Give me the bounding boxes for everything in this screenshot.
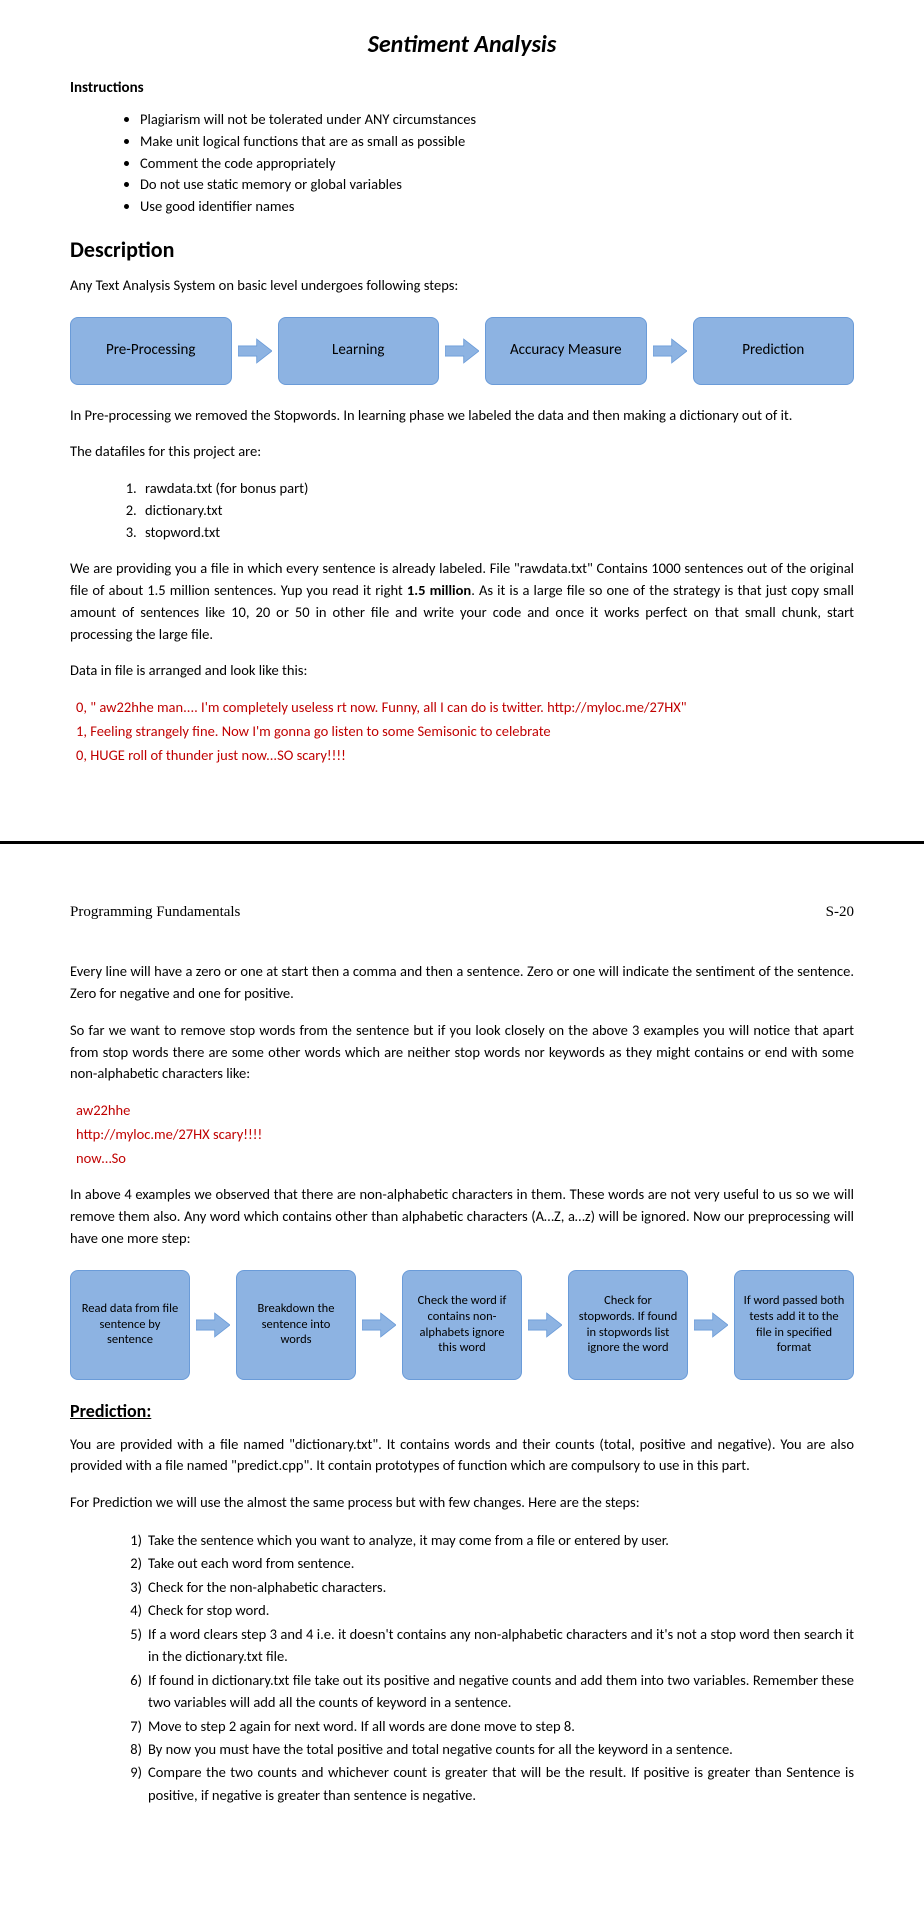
prediction-step: Move to step 2 again for next word. If a… xyxy=(120,1715,854,1737)
prediction-heading: Prediction: xyxy=(70,1400,854,1422)
flow-box: Breakdown the sentence into words xyxy=(236,1270,356,1380)
flow-box: Check the word if contains non-alphabets… xyxy=(402,1270,522,1380)
main-title: Sentiment Analysis xyxy=(70,30,854,59)
red-example: http://myloc.me/27HX scary!!!! xyxy=(76,1124,854,1146)
sample-line: 1, Feeling strangely fine. Now I'm gonna… xyxy=(76,721,854,743)
instruction-item: Make unit logical functions that are as … xyxy=(140,131,854,153)
prediction-step: Compare the two counts and whichever cou… xyxy=(120,1761,854,1806)
flow-box: Prediction xyxy=(693,317,855,385)
desc-p4: Data in file is arranged and look like t… xyxy=(70,660,854,682)
flow-box: Pre-Processing xyxy=(70,317,232,385)
datafile-item: stopword.txt xyxy=(140,522,854,544)
datafiles-list: rawdata.txt (for bonus part) dictionary.… xyxy=(140,478,854,543)
datafile-item: rawdata.txt (for bonus part) xyxy=(140,478,854,500)
desc-p3: We are providing you a file in which eve… xyxy=(70,558,854,645)
page-code: S-20 xyxy=(826,904,854,921)
desc-intro: Any Text Analysis System on basic level … xyxy=(70,275,854,297)
page-1: Sentiment Analysis Instructions Plagiari… xyxy=(0,0,924,831)
prediction-step: Take out each word from sentence. xyxy=(120,1552,854,1574)
p2-p3: In above 4 examples we observed that the… xyxy=(70,1184,854,1249)
prediction-steps-list: Take the sentence which you want to anal… xyxy=(120,1529,854,1807)
pred-p2: For Prediction we will use the almost th… xyxy=(70,1492,854,1514)
desc-p2: The datafiles for this project are: xyxy=(70,441,854,463)
instruction-item: Do not use static memory or global varia… xyxy=(140,174,854,196)
instruction-item: Comment the code appropriately xyxy=(140,153,854,175)
prediction-step: By now you must have the total positive … xyxy=(120,1738,854,1760)
arrow-icon xyxy=(362,1311,396,1339)
instruction-item: Plagiarism will not be tolerated under A… xyxy=(140,109,854,131)
flow-box: Check for stopwords. If found in stopwor… xyxy=(568,1270,688,1380)
instruction-item: Use good identifier names xyxy=(140,196,854,218)
flow-box: Read data from file sentence by sentence xyxy=(70,1270,190,1380)
flow-box: If word passed both tests add it to the … xyxy=(734,1270,854,1380)
prediction-step: If a word clears step 3 and 4 i.e. it do… xyxy=(120,1623,854,1668)
course-name: Programming Fundamentals xyxy=(70,904,240,921)
arrow-icon xyxy=(238,337,272,365)
red-example: aw22hhe xyxy=(76,1100,854,1122)
prediction-step: Check for the non-alphabetic characters. xyxy=(120,1576,854,1598)
flow-box: Learning xyxy=(278,317,440,385)
red-example: now…So xyxy=(76,1148,854,1170)
prediction-step: Take the sentence which you want to anal… xyxy=(120,1529,854,1551)
page-header-row: Programming Fundamentals S-20 xyxy=(0,844,924,951)
pred-p1: You are provided with a file named "dict… xyxy=(70,1434,854,1478)
p2-p2: So far we want to remove stop words from… xyxy=(70,1020,854,1085)
arrow-icon xyxy=(528,1311,562,1339)
p2-p1: Every line will have a zero or one at st… xyxy=(70,961,854,1005)
desc-p3-bold: 1.5 million xyxy=(407,581,471,599)
prediction-step: Check for stop word. xyxy=(120,1599,854,1621)
prediction-step: If found in dictionary.txt file take out… xyxy=(120,1669,854,1714)
flow-diagram-2: Read data from file sentence by sentence… xyxy=(70,1270,854,1380)
description-heading: Description xyxy=(70,236,854,263)
page-2: Every line will have a zero or one at st… xyxy=(0,951,924,1871)
arrow-icon xyxy=(694,1311,728,1339)
desc-p1: In Pre-processing we removed the Stopwor… xyxy=(70,405,854,427)
flow-diagram-1: Pre-Processing Learning Accuracy Measure… xyxy=(70,317,854,385)
sample-line: 0, HUGE roll of thunder just now...SO sc… xyxy=(76,745,854,767)
arrow-icon xyxy=(653,337,687,365)
datafile-item: dictionary.txt xyxy=(140,500,854,522)
instructions-heading: Instructions xyxy=(70,79,854,97)
arrow-icon xyxy=(445,337,479,365)
instructions-list: Plagiarism will not be tolerated under A… xyxy=(140,109,854,218)
red-examples-block: aw22hhe http://myloc.me/27HX scary!!!! n… xyxy=(70,1100,854,1169)
arrow-icon xyxy=(196,1311,230,1339)
flow-box: Accuracy Measure xyxy=(485,317,647,385)
sample-line: 0, " aw22hhe man.... I'm completely usel… xyxy=(76,697,854,719)
sample-data-block: 0, " aw22hhe man.... I'm completely usel… xyxy=(70,697,854,766)
